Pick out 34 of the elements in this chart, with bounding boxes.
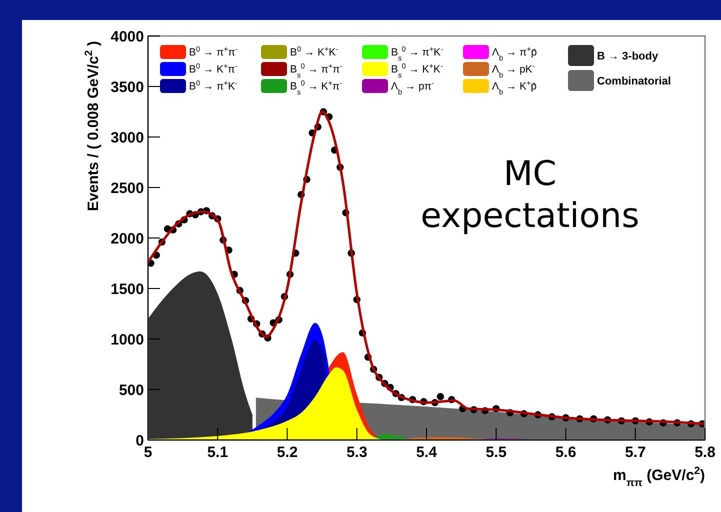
x-tick-label: 5.4	[416, 444, 438, 461]
x-tick-label: 5.1	[207, 444, 228, 461]
y-tick-label: 3500	[110, 78, 144, 96]
legend-label: B$_{s}$$^{0}$ → K$^{+}$π$^{-}$	[290, 78, 343, 96]
y-tick-label: 1500	[110, 280, 144, 298]
legend-label: B$^{0}$ → K$^{+}$π$^{-}$	[189, 61, 238, 76]
y-tick-label: 500	[118, 382, 144, 399]
x-axis-title: m$_{ππ}$ (GeV/c$^{2}$)	[613, 465, 705, 489]
x-tick-label: 5.7	[624, 444, 646, 461]
y-tick-label: 0	[136, 432, 144, 450]
legend-label: Combinatorial	[597, 75, 671, 88]
legend-label: Λ$_{b}$ → pπ$^{-}$	[391, 78, 435, 96]
legend-label: Λ$_{b}$ → K$^{+}$p̄	[492, 78, 537, 96]
y-tick-label: 2000	[110, 230, 144, 248]
x-tick-label: 5.8	[694, 444, 716, 461]
annotation: MC expectations	[420, 154, 640, 236]
legend-label: Λ$_{b}$ → pK$^{-}$	[492, 61, 536, 80]
y-tick-label: 3000	[110, 129, 144, 146]
x-tick-label: 5.6	[555, 444, 576, 461]
legend-label: B$^{0}$ → K$^{+}$K$^{-}$	[290, 44, 339, 59]
x-tick-label: 5	[144, 444, 152, 461]
legend-label: B → 3-body	[597, 50, 659, 62]
legend-label: B$_{s}$$^{0}$ → π$^{+}$K$^{-}$	[391, 44, 444, 62]
y-tick-label: 1000	[110, 331, 144, 348]
x-tick-label: 5.2	[276, 444, 298, 461]
legend-label: B$^{0}$ → π$^{+}$π$^{-}$	[189, 44, 238, 59]
legend-label: B$_{s}$$^{0}$ → K$^{+}$K$^{-}$	[391, 61, 444, 80]
legend-label: B$_{s}$$^{0}$ → π$^{+}$π$^{-}$	[290, 61, 343, 80]
y-tick-label: 4000	[110, 28, 144, 46]
x-tick-label: 5.5	[486, 444, 507, 461]
x-tick-label: 5.3	[346, 444, 368, 461]
legend-label: B$^{0}$ → π$^{+}$K$^{-}$	[189, 78, 238, 93]
y-tick-label: 2500	[110, 180, 144, 197]
legend-label: Λ$_{b}$ → π$^{+}$p̄	[492, 44, 537, 62]
